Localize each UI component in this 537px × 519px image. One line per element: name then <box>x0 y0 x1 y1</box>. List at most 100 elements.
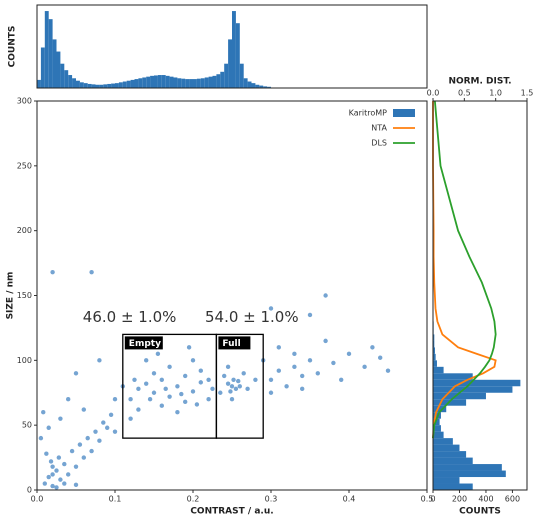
axes-frame <box>36 4 428 89</box>
side-histogram-bar <box>433 405 447 413</box>
scatter-point <box>73 371 79 376</box>
scatter-point <box>112 397 118 402</box>
histogram-bar <box>259 85 264 88</box>
side-x-axis-label: COUNTS <box>459 507 501 517</box>
y-axis-label: SIZE / nm <box>6 272 16 320</box>
histogram-bar <box>165 75 170 88</box>
scatter-point <box>370 345 375 350</box>
scatter-point <box>73 464 79 469</box>
scatter-point <box>292 351 297 357</box>
scatter-point <box>315 371 320 376</box>
side-histogram-bar <box>433 470 506 478</box>
scatter-point <box>245 386 250 392</box>
x-tick-label: 0.5 <box>421 495 434 504</box>
scatter-point <box>228 389 233 394</box>
histogram-bar <box>40 47 45 88</box>
scatter-point <box>190 389 196 394</box>
scatter-point <box>183 373 188 379</box>
scatter-point <box>62 481 67 486</box>
side-histogram-bar <box>433 444 460 452</box>
scatter-point <box>112 429 118 434</box>
histogram-bar <box>208 76 213 88</box>
side-histogram-bar <box>433 347 435 354</box>
top-y-axis-label: COUNTS <box>8 26 18 68</box>
scatter-point <box>50 269 55 275</box>
scatter-point <box>54 468 59 473</box>
x-tick-label: 0.4 <box>343 495 356 504</box>
histogram-bar <box>68 75 73 88</box>
histogram-bar <box>87 83 92 88</box>
scatter-point <box>300 386 305 392</box>
y-tick-label: 300 <box>17 97 32 106</box>
histogram-bar <box>103 84 108 88</box>
side-x-tick-label: 200 <box>452 495 467 504</box>
scatter-point <box>46 425 51 430</box>
histogram-bar <box>224 63 229 88</box>
scatter-point <box>155 351 161 357</box>
scatter-point <box>44 451 49 456</box>
histogram-bar <box>232 11 236 88</box>
y-tick-label: 50 <box>22 421 32 430</box>
scatter-point <box>147 397 153 402</box>
side-histogram-bar <box>433 366 444 374</box>
scatter-point <box>144 381 149 386</box>
scatter-point <box>385 368 391 373</box>
histogram-bar <box>44 11 49 88</box>
scatter-point <box>69 448 75 454</box>
legend-label: KaritroMP <box>349 109 388 118</box>
scatter-point <box>132 377 137 382</box>
scatter-point <box>346 351 352 357</box>
histogram-bar <box>150 75 154 88</box>
scatter-point <box>97 358 102 363</box>
side-histogram-bar <box>433 340 435 348</box>
scatter-point <box>222 373 227 379</box>
scatter-point <box>58 477 63 482</box>
histogram-bar <box>235 23 240 89</box>
scatter-point <box>190 358 196 363</box>
scatter-point <box>331 360 336 366</box>
scatter-point <box>108 412 114 417</box>
histogram-bar <box>122 81 127 88</box>
histogram-bar <box>64 70 69 88</box>
gate-label: Empty <box>129 339 161 349</box>
scatter-point <box>268 390 274 395</box>
histogram-bar <box>251 83 256 88</box>
scatter-point <box>50 472 55 477</box>
histogram-bar <box>177 78 182 88</box>
y-tick-label: 250 <box>17 161 32 170</box>
y-tick-label: 100 <box>17 356 32 365</box>
histogram-bar <box>72 78 76 88</box>
scatter-point <box>362 364 367 370</box>
scatter-point <box>175 410 180 415</box>
histogram-bar <box>189 79 193 88</box>
scatter-point <box>128 416 133 421</box>
scatter-point <box>136 407 141 412</box>
x-axis-label: CONTRAST / a.u. <box>190 507 273 517</box>
side-x-tick-label: 0 <box>430 495 435 504</box>
scatter-point <box>41 410 46 415</box>
scatter-point <box>144 358 149 363</box>
gate-tag <box>218 336 251 350</box>
side-histogram-bar <box>433 373 473 380</box>
histogram-bar <box>126 80 131 88</box>
histogram-bar <box>216 74 221 88</box>
side-x2-tick-label: 1.0 <box>489 89 502 98</box>
histogram-bar <box>37 79 41 88</box>
side-histogram-bar <box>433 353 436 361</box>
scatter-point <box>378 355 383 360</box>
scatter-point <box>323 293 328 298</box>
scatter-point <box>198 380 203 385</box>
histogram-bar <box>146 76 151 88</box>
histogram-bar <box>154 75 158 88</box>
histogram-bar <box>200 78 205 88</box>
histogram-bar <box>56 51 61 88</box>
scatter-point <box>62 461 67 467</box>
scatter-point <box>210 386 215 392</box>
scatter-point <box>186 345 192 350</box>
x-tick-label: 0.0 <box>31 495 44 504</box>
side-x2-tick-label: 1.5 <box>521 89 534 98</box>
legend-patch <box>393 109 415 117</box>
histogram-bar <box>157 75 162 88</box>
histogram-bar <box>60 63 65 88</box>
